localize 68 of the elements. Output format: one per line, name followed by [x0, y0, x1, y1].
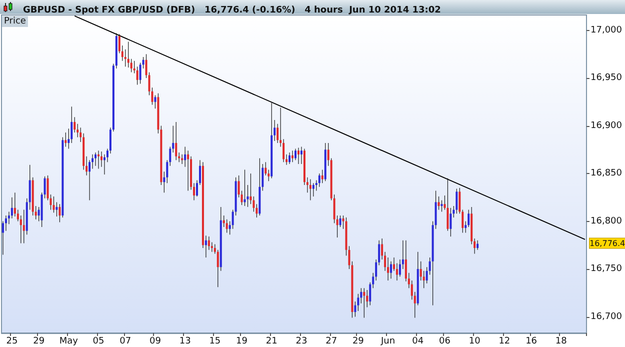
x-tick-label: May — [59, 336, 79, 346]
y-tick-label: 16,800 — [590, 216, 622, 226]
candlestick — [446, 178, 449, 232]
y-tick-label: 16,850 — [590, 168, 622, 179]
x-tick-label: Jun — [380, 336, 396, 346]
candlestick — [98, 150, 100, 170]
candlestick — [181, 154, 184, 164]
x-tick-label: 29 — [33, 336, 45, 346]
candlestick — [22, 210, 25, 244]
candlestick — [94, 152, 97, 166]
candlestick — [288, 152, 291, 164]
candlestick — [312, 182, 314, 197]
x-tick-label: 16 — [526, 336, 538, 346]
candlestick — [154, 94, 156, 109]
candlestick — [456, 188, 458, 214]
candlestick — [204, 235, 207, 258]
candlestick — [216, 250, 219, 288]
x-tick-label: 09 — [149, 336, 162, 346]
y-tick-label: 17,000 — [590, 25, 622, 36]
text: 16,776.4 — [590, 238, 625, 248]
x-tick-label: 29 — [352, 336, 364, 346]
x-tick-label: 04 — [412, 336, 424, 346]
candlestick — [422, 270, 425, 288]
x-tick-label: 05 — [92, 336, 104, 346]
candlestick — [250, 173, 252, 204]
candlestick — [354, 301, 356, 318]
candlestick — [187, 150, 190, 192]
y-tick-label: 16,950 — [590, 73, 622, 84]
candlestick — [321, 169, 324, 184]
candlestick — [450, 208, 452, 237]
candlestick — [318, 173, 320, 188]
x-tick-label: 15 — [209, 336, 221, 346]
y-tick-label: 16,750 — [590, 264, 622, 274]
candlestick — [363, 288, 366, 318]
x-tick-label: 18 — [555, 336, 568, 346]
y-tick-label: 16,900 — [590, 120, 622, 131]
candlestick — [56, 202, 58, 217]
x-tick-label: 12 — [498, 336, 510, 346]
x-tick-label: 25 — [6, 336, 18, 346]
candlestick — [294, 148, 296, 160]
candlestick — [74, 116, 76, 133]
candlestick — [130, 58, 132, 73]
candlestick — [476, 240, 479, 250]
x-tick-label: 27 — [326, 336, 338, 346]
candlestick — [297, 147, 300, 164]
candlestick — [438, 196, 440, 210]
y-tick-label: 16,700 — [590, 312, 622, 322]
candlestick — [309, 178, 312, 201]
candlestick — [390, 261, 392, 279]
candlestick — [58, 204, 61, 223]
x-tick-label: 10 — [468, 336, 481, 346]
x-tick-label: 13 — [179, 336, 191, 346]
x-tick-label: 06 — [439, 336, 451, 346]
candlestick — [339, 215, 342, 228]
chart-title: GBPUSD - Spot FX GBP/USD (DFB) 16,776.4 (-0.16%) 4 hours Jun 10 2014 13:02 — [23, 6, 441, 16]
candlestick — [440, 200, 443, 212]
candlestick — [226, 219, 228, 234]
candlestick — [175, 122, 178, 160]
x-tick-label: 21 — [266, 336, 278, 346]
candlestick — [52, 196, 55, 213]
candlestick — [64, 132, 67, 148]
candlestick — [136, 66, 138, 86]
x-tick-label: 19 — [236, 336, 248, 346]
candlestick — [264, 162, 267, 176]
x-tick-label: 07 — [120, 336, 132, 346]
x-tick-label: 23 — [296, 336, 308, 346]
annotation: Price — [4, 16, 26, 26]
candlestick — [300, 146, 302, 164]
